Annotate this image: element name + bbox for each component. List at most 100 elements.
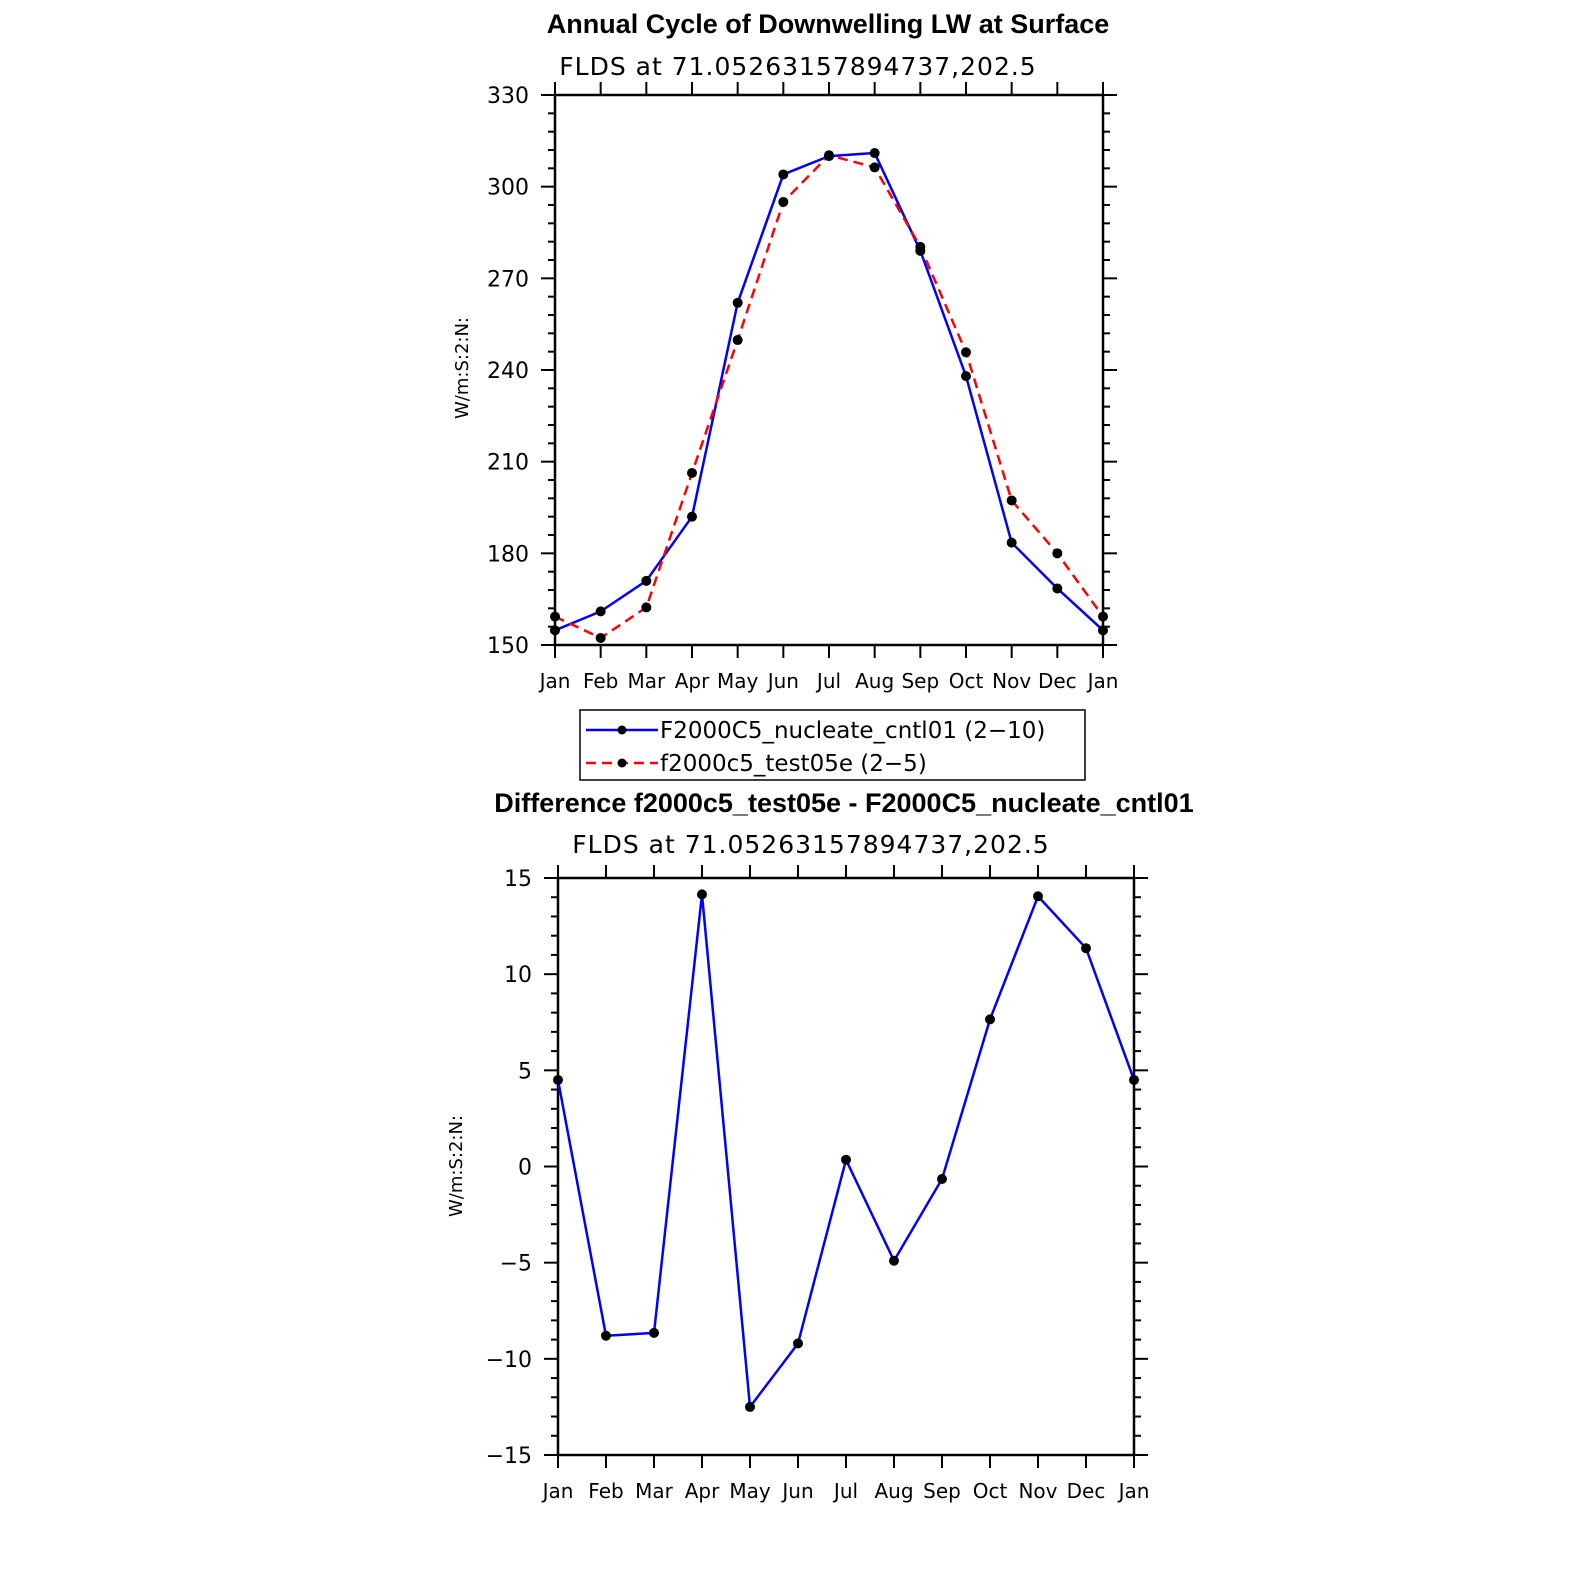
x-tick-label: Sep	[923, 1479, 961, 1503]
series-line-1	[554, 153, 1105, 640]
data-point	[1129, 1074, 1139, 1085]
legend-marker-test05e	[617, 758, 627, 768]
plot-frame	[553, 93, 1105, 647]
data-point	[961, 347, 971, 358]
series-line-0	[554, 151, 1104, 632]
chart-title: Difference f2000c5_test05e - F2000C5_nuc…	[494, 788, 1193, 818]
y-tick-label: 15	[504, 867, 532, 892]
y-tick-label: 10	[504, 963, 532, 988]
y-tick-label: −5	[500, 1252, 532, 1277]
y-tick-label: −10	[486, 1348, 532, 1373]
data-point	[869, 148, 880, 159]
y-tick-label: 240	[487, 359, 529, 384]
data-point	[601, 1330, 611, 1341]
y-tick-label: 300	[487, 176, 529, 201]
data-point	[687, 467, 697, 478]
data-point	[1006, 537, 1017, 548]
data-point	[778, 196, 789, 207]
data-point	[778, 169, 789, 180]
data-point	[595, 632, 606, 643]
data-point	[553, 1074, 563, 1085]
legend-label-cntl01: F2000C5_nucleate_cntl01 (2−10)	[660, 718, 1045, 744]
data-point	[985, 1014, 995, 1025]
legend-box	[579, 709, 1086, 781]
data-point	[841, 1154, 851, 1165]
chart-subtitle: FLDS at 71.05263157894737,202.5	[572, 830, 1049, 859]
y-axis-label: W/m:S:2:N:	[452, 317, 473, 419]
data-point	[793, 1338, 803, 1349]
x-tick-label: May	[729, 1479, 771, 1503]
data-point	[1098, 611, 1108, 622]
x-tick-label: Aug	[855, 669, 894, 693]
x-tick-label: Dec	[1067, 1479, 1106, 1503]
data-point	[550, 611, 560, 622]
x-tick-label: May	[717, 669, 759, 693]
x-tick-label: Mar	[635, 1479, 674, 1503]
x-tick-label: Jan	[1117, 1479, 1150, 1503]
data-point	[889, 1255, 899, 1266]
x-tick-label: Nov	[1018, 1479, 1057, 1503]
series-layer	[553, 889, 1139, 1412]
y-tick-label: 330	[487, 84, 529, 109]
data-point	[915, 241, 926, 252]
data-point	[1052, 548, 1063, 559]
y-tick-label: 5	[518, 1059, 532, 1084]
x-tick-label: Dec	[1038, 669, 1077, 693]
y-tick-label: −15	[486, 1444, 532, 1469]
data-point	[697, 889, 707, 900]
x-tick-label: Mar	[627, 669, 666, 693]
data-point	[649, 1327, 659, 1338]
data-point	[641, 602, 652, 613]
x-tick-label: Apr	[675, 669, 710, 693]
data-point	[641, 575, 652, 586]
x-tick-label: Jul	[832, 1479, 858, 1503]
x-tick-label: Oct	[973, 1479, 1008, 1503]
data-point	[1052, 583, 1063, 594]
y-tick-label: 0	[518, 1156, 532, 1181]
x-tick-label: Aug	[874, 1479, 913, 1503]
data-point	[824, 150, 834, 161]
x-tick-label: Jan	[538, 669, 571, 693]
chart-title: Annual Cycle of Downwelling LW at Surfac…	[547, 9, 1110, 39]
series-layer	[550, 148, 1108, 643]
difference-chart: Difference f2000c5_test05e - F2000C5_nuc…	[446, 788, 1194, 1503]
data-point	[732, 335, 743, 346]
legend-marker-cntl01	[617, 725, 627, 735]
annual-cycle-chart: Annual Cycle of Downwelling LW at Surfac…	[452, 9, 1118, 781]
data-point	[1033, 891, 1043, 902]
x-tick-label: Jan	[541, 1479, 574, 1503]
data-point	[961, 371, 971, 382]
data-point	[937, 1174, 947, 1185]
data-point	[869, 162, 880, 173]
x-tick-label: Jun	[780, 1479, 813, 1503]
y-tick-label: 210	[487, 451, 529, 476]
data-point	[550, 625, 560, 636]
data-point	[1006, 495, 1017, 506]
plot-frame	[556, 876, 1136, 1457]
x-tick-label: Apr	[685, 1479, 720, 1503]
plot-area: −15 −10 −5 0 5 10 15 Jan Feb Mar Apr May Jun Jul Aug Se…	[486, 865, 1150, 1503]
data-point	[1098, 625, 1108, 636]
x-tick-label: Sep	[901, 669, 939, 693]
data-point	[732, 297, 743, 308]
x-tick-label: Feb	[583, 669, 618, 693]
legend: F2000C5_nucleate_cntl01 (2−10) f2000c5_t…	[579, 709, 1086, 781]
y-tick-label: 270	[487, 267, 529, 292]
data-point	[687, 511, 697, 522]
y-tick-label: 150	[487, 634, 529, 659]
x-tick-label: Oct	[949, 669, 984, 693]
y-axis-label: W/m:S:2:N:	[446, 1115, 467, 1217]
x-tick-label: Nov	[992, 669, 1031, 693]
data-point	[745, 1401, 755, 1412]
x-tick-label: Jul	[815, 669, 841, 693]
x-tick-label: Jan	[1086, 669, 1119, 693]
series-line-0	[556, 893, 1136, 1409]
chart-subtitle: FLDS at 71.05263157894737,202.5	[559, 52, 1036, 81]
data-point	[595, 606, 606, 617]
x-tick-label: Jun	[766, 669, 799, 693]
legend-label-test05e: f2000c5_test05e (2−5)	[660, 751, 927, 777]
data-point	[1081, 943, 1091, 954]
x-tick-label: Feb	[588, 1479, 623, 1503]
plot-area: 150 180 210 240 270 300 330 Jan Feb Mar Apr May Jun J…	[487, 82, 1118, 693]
